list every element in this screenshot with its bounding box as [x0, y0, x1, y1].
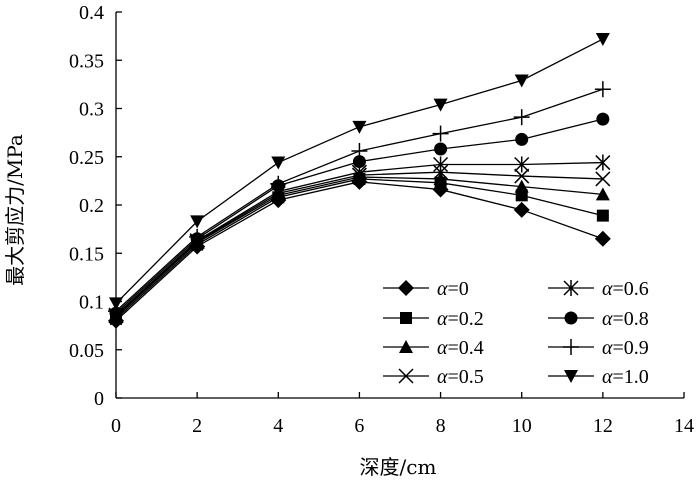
x-axis-title: 深度/cm: [360, 455, 437, 479]
legend-value: =0.5: [448, 366, 484, 388]
series-8: [109, 33, 610, 311]
data-point: [432, 125, 449, 142]
y-tick-label: 0.3: [79, 99, 104, 121]
y-ticks: 0 0.05 0.1 0.15 0.2 0.25 0.3 0.35 0.4: [69, 2, 122, 410]
legend-alpha: α: [602, 278, 613, 300]
x-ticks: 0 2 4 6 8 10 12 14: [111, 392, 694, 437]
legend-value: =0.6: [613, 278, 649, 300]
x-tick-label: 0: [111, 415, 121, 437]
legend-marker: [399, 340, 413, 353]
legend-label: α=0: [437, 278, 469, 300]
data-point: [596, 112, 610, 126]
series-3: [109, 170, 610, 323]
legend-item: α=0.6: [548, 278, 649, 300]
x-tick-label: 6: [354, 415, 364, 437]
legend-alpha: α: [602, 337, 613, 359]
data-point: [514, 156, 530, 173]
y-tick-label: 0: [94, 388, 104, 410]
data-point: [595, 154, 611, 171]
legend-marker: [563, 339, 579, 355]
legend-marker: [398, 280, 414, 296]
legend-label: α=1.0: [602, 366, 649, 388]
data-point: [515, 132, 529, 146]
legend-item: α=0.8: [548, 308, 649, 330]
legend-alpha: α: [437, 278, 448, 300]
data-point: [433, 156, 449, 173]
x-tick-label: 4: [273, 415, 283, 437]
data-point: [594, 81, 611, 98]
data-point: [189, 228, 206, 245]
data-point: [595, 33, 610, 47]
data-point: [514, 179, 529, 193]
legend-label: α=0.6: [602, 278, 649, 300]
legend-label: α=0.5: [437, 366, 484, 388]
data-point: [351, 142, 368, 159]
legend-value: =0.8: [613, 308, 649, 330]
data-point: [433, 98, 448, 112]
data-point: [434, 142, 448, 156]
series-7: [108, 81, 611, 320]
legend-alpha: α: [602, 308, 613, 330]
data-point: [271, 156, 286, 170]
data-point: [595, 187, 610, 201]
data-point: [595, 171, 611, 187]
x-tick-label: 2: [192, 415, 202, 437]
y-tick-label: 0.4: [79, 2, 104, 24]
legend-label: α=0.9: [602, 337, 649, 359]
legend: α=0α=0.2α=0.4α=0.5α=0.6α=0.8α=0.9α=1.0: [383, 278, 649, 388]
y-tick-label: 0.35: [69, 50, 104, 72]
data-point: [594, 230, 611, 247]
data-point: [514, 168, 530, 184]
legend-alpha: α: [437, 366, 448, 388]
legend-label: α=0.4: [437, 337, 484, 359]
series-6: [109, 112, 610, 320]
legend-label: α=0.2: [437, 308, 484, 330]
legend-item: α=1.0: [548, 366, 649, 388]
legend-alpha: α: [437, 337, 448, 359]
data-point: [352, 120, 367, 134]
legend-marker: [564, 311, 578, 325]
series-5: [108, 154, 611, 324]
y-tick-label: 0.25: [69, 147, 104, 169]
data-point: [109, 297, 123, 311]
legend-value: =0.2: [448, 308, 484, 330]
data-point: [190, 215, 205, 229]
legend-item: α=0.4: [383, 337, 484, 359]
y-tick-label: 0.05: [69, 340, 104, 362]
y-axis-title: 最大剪应力/MPa: [3, 134, 27, 286]
data-point: [433, 171, 448, 185]
legend-alpha: α: [602, 366, 613, 388]
legend-marker: [400, 312, 412, 324]
legend-item: α=0.9: [548, 337, 649, 359]
legend-value: =0.9: [613, 337, 649, 359]
y-tick-label: 0.2: [79, 195, 104, 217]
legend-item: α=0: [383, 278, 469, 300]
legend-marker: [398, 368, 414, 384]
legend-item: α=0.5: [383, 366, 484, 388]
legend-marker: [563, 280, 579, 296]
legend-value: =1.0: [613, 366, 649, 388]
x-tick-label: 14: [674, 415, 694, 437]
legend-marker: [564, 370, 578, 383]
data-point: [513, 109, 530, 126]
legend-item: α=0.2: [383, 308, 484, 330]
data-point: [513, 201, 530, 218]
series-group: [108, 33, 611, 329]
legend-alpha: α: [437, 308, 448, 330]
x-tick-label: 8: [436, 415, 446, 437]
y-tick-label: 0.15: [69, 243, 104, 265]
data-point: [352, 155, 366, 169]
data-point: [514, 74, 529, 88]
axes: [115, 12, 684, 399]
x-tick-label: 10: [512, 415, 532, 437]
y-tick-label: 0.1: [79, 292, 104, 314]
legend-label: α=0.8: [602, 308, 649, 330]
data-point: [596, 209, 609, 222]
data-point: [270, 175, 287, 192]
legend-value: =0: [448, 278, 469, 300]
legend-value: =0.4: [448, 337, 484, 359]
x-tick-label: 12: [593, 415, 613, 437]
